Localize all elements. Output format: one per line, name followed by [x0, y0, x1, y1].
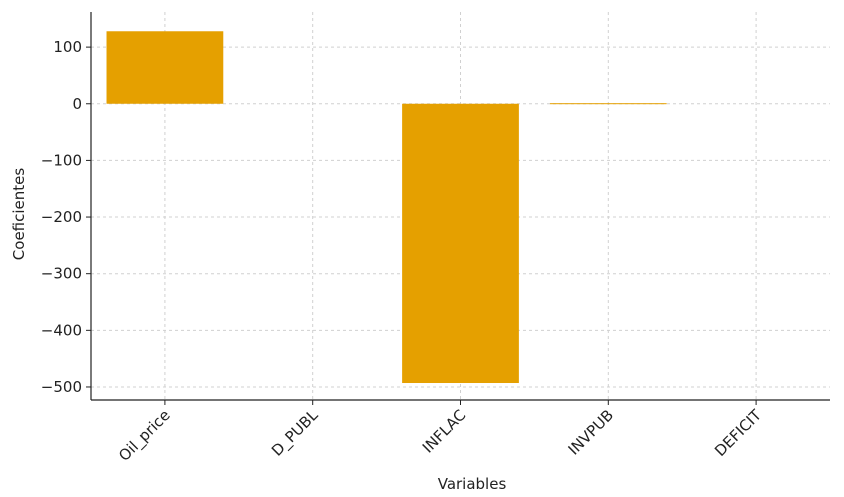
y-tick-labels: 100 0 −100 −200 −300 −400 −500 — [41, 38, 82, 396]
x-tick-label: D_PUBL — [268, 406, 323, 461]
bar-inflac — [402, 103, 519, 384]
y-tick-label: −300 — [41, 265, 82, 283]
x-tick-label: INFLAC — [419, 406, 470, 457]
bar-oil_price — [106, 31, 224, 104]
bar-invpub — [549, 103, 667, 105]
x-tick-label: INVPUB — [565, 406, 617, 458]
x-axis-title: Variables — [438, 475, 507, 493]
y-tick-label: −200 — [41, 208, 82, 226]
x-tick-labels: Oil_price D_PUBL INFLAC INVPUB DEFICIT — [115, 406, 765, 466]
x-tick-label: DEFICIT — [711, 406, 765, 460]
bars — [106, 31, 667, 384]
y-tick-label: −500 — [41, 378, 82, 396]
y-tick-label: −100 — [41, 151, 82, 169]
y-tick-label: 100 — [53, 38, 82, 56]
y-tick-label: −400 — [41, 321, 82, 339]
x-tick-label: Oil_price — [115, 406, 174, 465]
axes — [86, 12, 830, 405]
y-axis-title: Coeficientes — [10, 168, 28, 261]
y-tick-label: 0 — [72, 95, 82, 113]
